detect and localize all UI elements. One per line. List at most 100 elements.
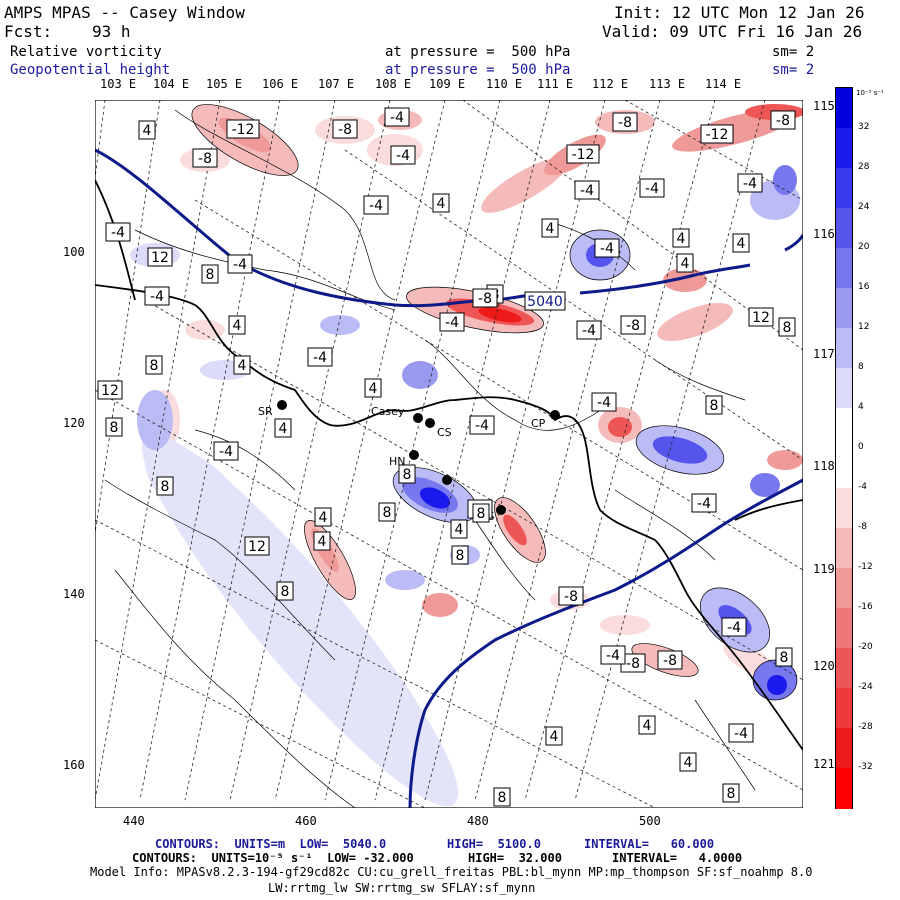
svg-text:12: 12 (752, 310, 770, 326)
colorbar-tick-label: -8 (858, 522, 867, 532)
vorticity-label: -4 (594, 238, 620, 258)
colorbar (835, 87, 853, 809)
footer-model-info-2: LW:rrtmg_lw SW:rrtmg_sw SFLAY:sf_mynn (268, 881, 536, 895)
svg-text:-4: -4 (396, 148, 410, 164)
svg-text:-4: -4 (582, 323, 596, 339)
vorticity-label: 8 (493, 787, 511, 807)
vorticity-label: 4 (138, 120, 156, 140)
vorticity-label: -4 (213, 441, 239, 461)
colorbar-tick-label: 28 (858, 162, 870, 172)
vorticity-label: 8 (778, 317, 796, 337)
station-dot-cs (425, 418, 435, 428)
vorticity-label: -4 (728, 723, 754, 743)
svg-text:4: 4 (319, 510, 328, 526)
colorbar-swatch (836, 408, 852, 449)
colorbar-tick-label: 24 (858, 202, 870, 212)
svg-text:4: 4 (143, 123, 152, 139)
svg-text:4: 4 (369, 381, 378, 397)
vorticity-label: -8 (472, 288, 498, 308)
vorticity-label: -4 (600, 645, 626, 665)
footer-height-interval: INTERVAL= 60.000 (584, 837, 715, 851)
colorbar-tick-label: -16 (858, 602, 873, 612)
vorticity-label: 4 (679, 752, 697, 772)
colorbar-tick-label: -28 (858, 722, 873, 732)
top-lon-label: 114 E (705, 77, 742, 91)
svg-text:-4: -4 (313, 350, 327, 366)
lonlat-grid (95, 100, 803, 808)
vorticity-label: 8 (775, 647, 793, 667)
vorticity-label: -8 (770, 110, 796, 130)
colorbar-swatch (836, 288, 852, 329)
vorticity-label: 8 (451, 545, 469, 565)
colorbar-tick-label: -12 (858, 562, 873, 572)
top-lon-label: 103 E (100, 77, 137, 91)
vorticity-label: -4 (363, 195, 389, 215)
svg-text:8: 8 (727, 786, 736, 802)
svg-text:8: 8 (161, 479, 170, 495)
svg-text:-8: -8 (626, 318, 640, 334)
vorticity-contours (104, 104, 798, 808)
vorticity-label: 8 (201, 264, 219, 284)
vorticity-label: 4 (228, 315, 246, 335)
map-title: AMPS MPAS -- Casey Window (4, 3, 245, 22)
svg-text:12: 12 (248, 539, 266, 555)
vorticity-label: 4 (432, 193, 450, 213)
svg-text:8: 8 (110, 420, 119, 436)
svg-text:-12: -12 (232, 122, 255, 138)
x-axis-label: 460 (295, 814, 317, 828)
vorticity-label: 12 (244, 536, 270, 556)
svg-text:12: 12 (101, 383, 119, 399)
svg-text:-4: -4 (369, 198, 383, 214)
svg-text:4: 4 (233, 318, 242, 334)
colorbar-units: 10⁻⁵ s⁻¹ (856, 89, 884, 97)
top-lon-label: 108 E (375, 77, 412, 91)
colorbar-swatch (836, 368, 852, 409)
field2-level: at pressure = 500 hPa (385, 62, 571, 78)
colorbar-swatch (836, 88, 852, 129)
svg-text:-4: -4 (600, 241, 614, 257)
colorbar-tick-label: -4 (858, 482, 867, 492)
svg-text:-4: -4 (734, 726, 748, 742)
colorbar-tick-label: 8 (858, 362, 864, 372)
svg-text:4: 4 (677, 231, 686, 247)
colorbar-tick-label: -32 (858, 762, 873, 772)
top-lon-label: 107 E (318, 77, 355, 91)
top-lon-label: 104 E (153, 77, 190, 91)
vorticity-label: -4 (227, 254, 253, 274)
svg-text:-4: -4 (390, 110, 404, 126)
vorticity-label: 5040 (524, 291, 566, 311)
vorticity-label: 4 (364, 378, 382, 398)
vorticity-label: -4 (737, 173, 763, 193)
vorticity-label: -8 (612, 112, 638, 132)
vorticity-label: -4 (639, 178, 665, 198)
footer-vort-interval: INTERVAL= 4.0000 (612, 851, 743, 865)
svg-text:-8: -8 (198, 151, 212, 167)
colorbar-swatch (836, 768, 852, 809)
svg-text:-4: -4 (727, 620, 741, 636)
vorticity-label: -4 (384, 107, 410, 127)
y-axis-label: 160 (63, 758, 85, 772)
field2-smoothing: sm= 2 (772, 62, 815, 78)
top-lon-label: 105 E (206, 77, 243, 91)
colorbar-swatch (836, 608, 852, 649)
station-markers (277, 400, 560, 515)
svg-text:8: 8 (150, 358, 159, 374)
vorticity-label: 4 (233, 355, 251, 375)
svg-text:8: 8 (477, 506, 486, 522)
svg-text:8: 8 (403, 467, 412, 483)
vorticity-label: -4 (390, 145, 416, 165)
svg-text:8: 8 (783, 320, 792, 336)
colorbar-swatch (836, 568, 852, 609)
colorbar-swatch (836, 328, 852, 369)
footer-model-info: Model Info: MPASv8.2.3-194-gf29cd82c CU:… (90, 865, 813, 879)
svg-text:-12: -12 (706, 127, 729, 143)
field1-name: Relative vorticity (10, 44, 162, 60)
vorticity-label: 4 (541, 218, 559, 238)
vorticity-label: -12 (226, 119, 260, 139)
vorticity-label: 4 (314, 507, 332, 527)
svg-text:4: 4 (681, 256, 690, 272)
colorbar-swatch (836, 648, 852, 689)
svg-text:-4: -4 (743, 176, 757, 192)
svg-text:-4: -4 (697, 496, 711, 512)
vorticity-label: -4 (105, 222, 131, 242)
